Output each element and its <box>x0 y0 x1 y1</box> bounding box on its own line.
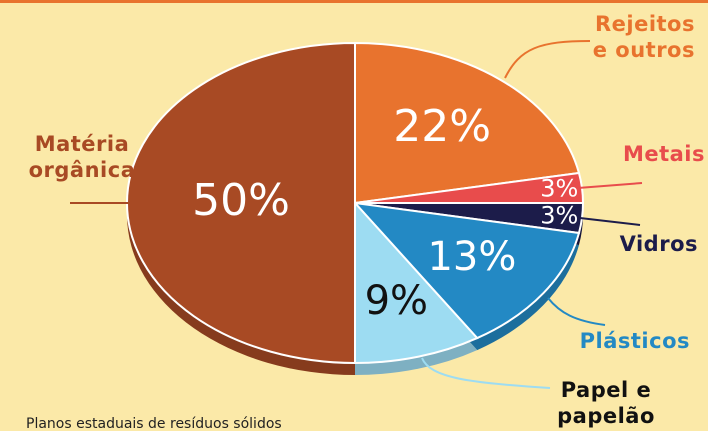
slice <box>354 200 479 365</box>
leader-line <box>547 297 606 326</box>
leader-line <box>421 357 551 389</box>
slice <box>352 201 581 340</box>
slice <box>354 41 581 205</box>
value-label: 3% <box>540 174 578 202</box>
leader-line <box>504 40 591 79</box>
chart: 22% 3%3% 13%9% 50% <box>70 40 643 389</box>
value-label: 22% <box>393 101 491 152</box>
value-label: 13% <box>427 234 516 280</box>
value-label: 9% <box>365 278 428 324</box>
category-label: Plásticos <box>579 329 690 353</box>
category-label: Matéria orgânica <box>28 132 136 182</box>
category-label: Vidros <box>619 232 698 256</box>
category-label: Rejeitos e outros <box>592 12 695 62</box>
leader-line <box>579 217 641 226</box>
leader-line <box>577 182 643 189</box>
value-label: 3% <box>540 202 578 230</box>
source: Planos estaduais de resíduos sólidos <box>26 416 282 431</box>
category-label: Papel e papelão <box>557 378 655 428</box>
category-label: Metais <box>622 142 705 166</box>
value-label: 50% <box>192 175 290 226</box>
